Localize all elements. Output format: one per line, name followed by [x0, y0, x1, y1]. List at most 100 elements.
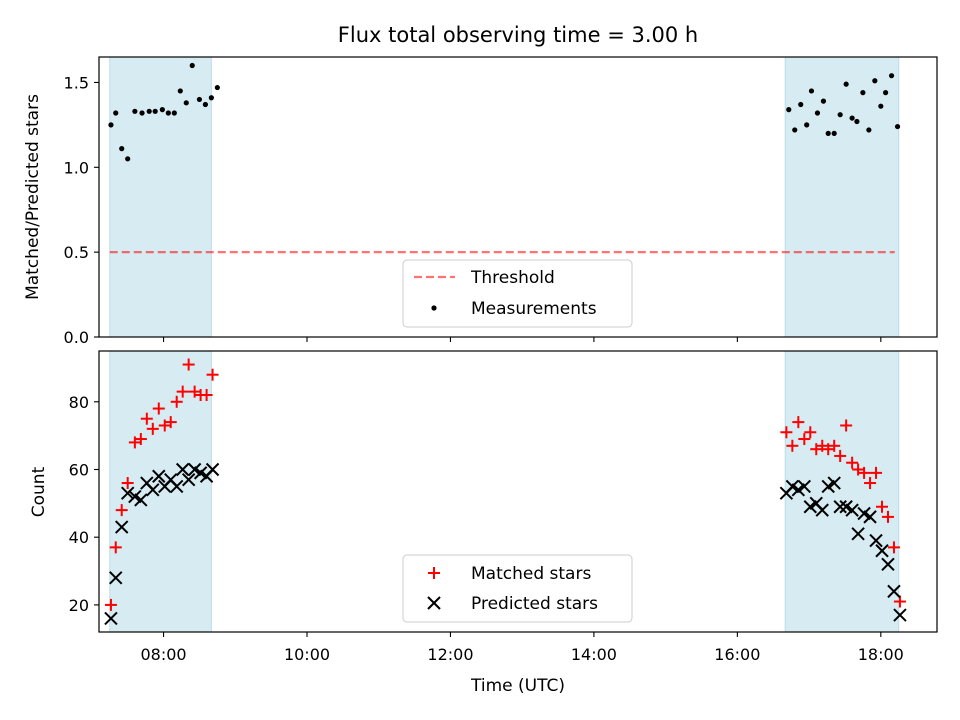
top-panel: 0.0 0.5 1.0 1.5 Matched/Predicted stars Thr… [23, 56, 938, 347]
measurement-point [820, 98, 827, 104]
matched-star-marker [109, 541, 122, 554]
y-tick-label: 1.0 [64, 158, 89, 177]
measurement-point [202, 101, 208, 108]
measurement-point [804, 122, 810, 128]
measurement-point [878, 103, 884, 109]
measurement-point [214, 84, 220, 91]
predicted-star-marker [851, 527, 865, 541]
matched-star-marker [846, 456, 859, 469]
matched-star-marker [828, 439, 841, 452]
measurement-point [798, 101, 804, 108]
top-panel-marks [108, 62, 901, 254]
matched-star-marker [206, 368, 219, 381]
top-panel-legend-box [402, 259, 633, 328]
matched-star-marker [804, 426, 817, 439]
predicted-star-marker [104, 611, 118, 626]
bottom-panel: 08:00 10:00 12:00 14:00 16:00 18:00 20406080 … [29, 350, 938, 696]
measurement-point [119, 146, 125, 152]
matched-star-marker [182, 358, 195, 371]
measurement-point [792, 127, 798, 133]
predicted-star-marker [181, 472, 196, 487]
x-tick-label: 12:00 [427, 645, 473, 664]
matched-star-marker [840, 419, 853, 432]
y-tick-label: 1.5 [64, 73, 89, 92]
matched-star-marker [170, 395, 183, 408]
matched-star-marker [104, 598, 117, 611]
measurement-point [108, 122, 114, 128]
chart-title: Flux total observing time = 3.00 h [338, 23, 698, 47]
predicted-star-marker [134, 493, 148, 507]
top-panel-y-label: Matched/Predicted stars [23, 94, 43, 300]
x-tick-label: 10:00 [284, 645, 330, 664]
matched-star-marker [780, 426, 793, 439]
measurement-point [872, 78, 878, 84]
measurement-point [189, 62, 195, 69]
bottom-panel-x-label: Time (UTC) [470, 676, 565, 696]
y-tick-label: 0.5 [64, 243, 89, 262]
measurement-point [152, 108, 158, 114]
bottom-panel-legend: Matched stars Predicted stars [402, 554, 633, 623]
matched-star-marker [121, 477, 134, 490]
measurement-point [825, 130, 831, 136]
predicted-star-marker [881, 557, 895, 571]
measurement-point [196, 96, 203, 103]
measurement-point [171, 110, 177, 116]
bottom-panel-frame [98, 350, 938, 633]
measurement-point [183, 100, 189, 106]
matched-star-marker [786, 439, 799, 452]
predicted-star-marker [169, 479, 184, 494]
bottom-panel-y-label: Count [29, 466, 49, 517]
measurement-point [786, 107, 792, 113]
top-panel-frame [98, 56, 938, 338]
legend-measurements-swatch [431, 305, 437, 311]
measurement-point [113, 110, 119, 116]
matched-star-marker [164, 416, 177, 429]
matched-star-marker [858, 466, 871, 479]
y-tick-label: 20 [69, 596, 89, 615]
legend-measurements-label: Measurements [471, 299, 597, 319]
predicted-star-marker [815, 503, 829, 517]
legend-matched-label: Matched stars [471, 564, 591, 584]
matched-star-marker [146, 422, 159, 435]
top-panel-legend: Threshold Measurements [402, 259, 633, 328]
measurement-point [125, 156, 131, 162]
x-tick-label: 14:00 [571, 645, 617, 664]
measurement-point [831, 130, 837, 136]
x-tick-label: 16:00 [714, 645, 760, 664]
matched-star-marker [864, 477, 877, 490]
predicted-star-marker [863, 510, 877, 524]
measurement-point [139, 110, 145, 116]
matched-star-marker [792, 416, 805, 429]
observing-band-2 [784, 56, 900, 338]
matched-star-marker [887, 541, 900, 554]
top-panel-y-ticks: 0.0 0.5 1.0 1.5 [64, 73, 99, 347]
bottom-panel-x-ticks: 08:00 10:00 12:00 14:00 16:00 18:00 [140, 632, 904, 664]
y-tick-label: 60 [69, 460, 89, 479]
predicted-star-marker [175, 462, 190, 477]
legend-predicted-swatch [427, 596, 441, 610]
measurement-point [837, 112, 843, 118]
legend-matched-swatch [428, 567, 440, 579]
matched-star-marker [870, 466, 883, 479]
measurement-point [808, 88, 815, 94]
measurement-point [888, 73, 895, 79]
measurement-point [866, 127, 872, 133]
predicted-star-marker [827, 476, 841, 490]
matched-star-marker [140, 412, 153, 425]
predicted-star-marker [109, 571, 123, 585]
matched-star-marker [200, 389, 213, 402]
y-tick-label: 40 [69, 528, 89, 547]
measurement-point [208, 95, 214, 101]
predicted-star-marker [115, 520, 129, 534]
y-tick-label: 80 [69, 393, 89, 412]
measurement-point [132, 108, 138, 114]
matched-star-marker [115, 504, 128, 517]
predicted-star-marker [833, 500, 847, 514]
observing-band-2 [784, 350, 900, 633]
matched-star-marker [798, 433, 811, 446]
matched-star-marker [876, 500, 889, 513]
measurement-point [843, 81, 849, 87]
predicted-star-marker [120, 486, 135, 500]
x-tick-label: 08:00 [140, 645, 186, 664]
predicted-star-marker [893, 608, 907, 622]
